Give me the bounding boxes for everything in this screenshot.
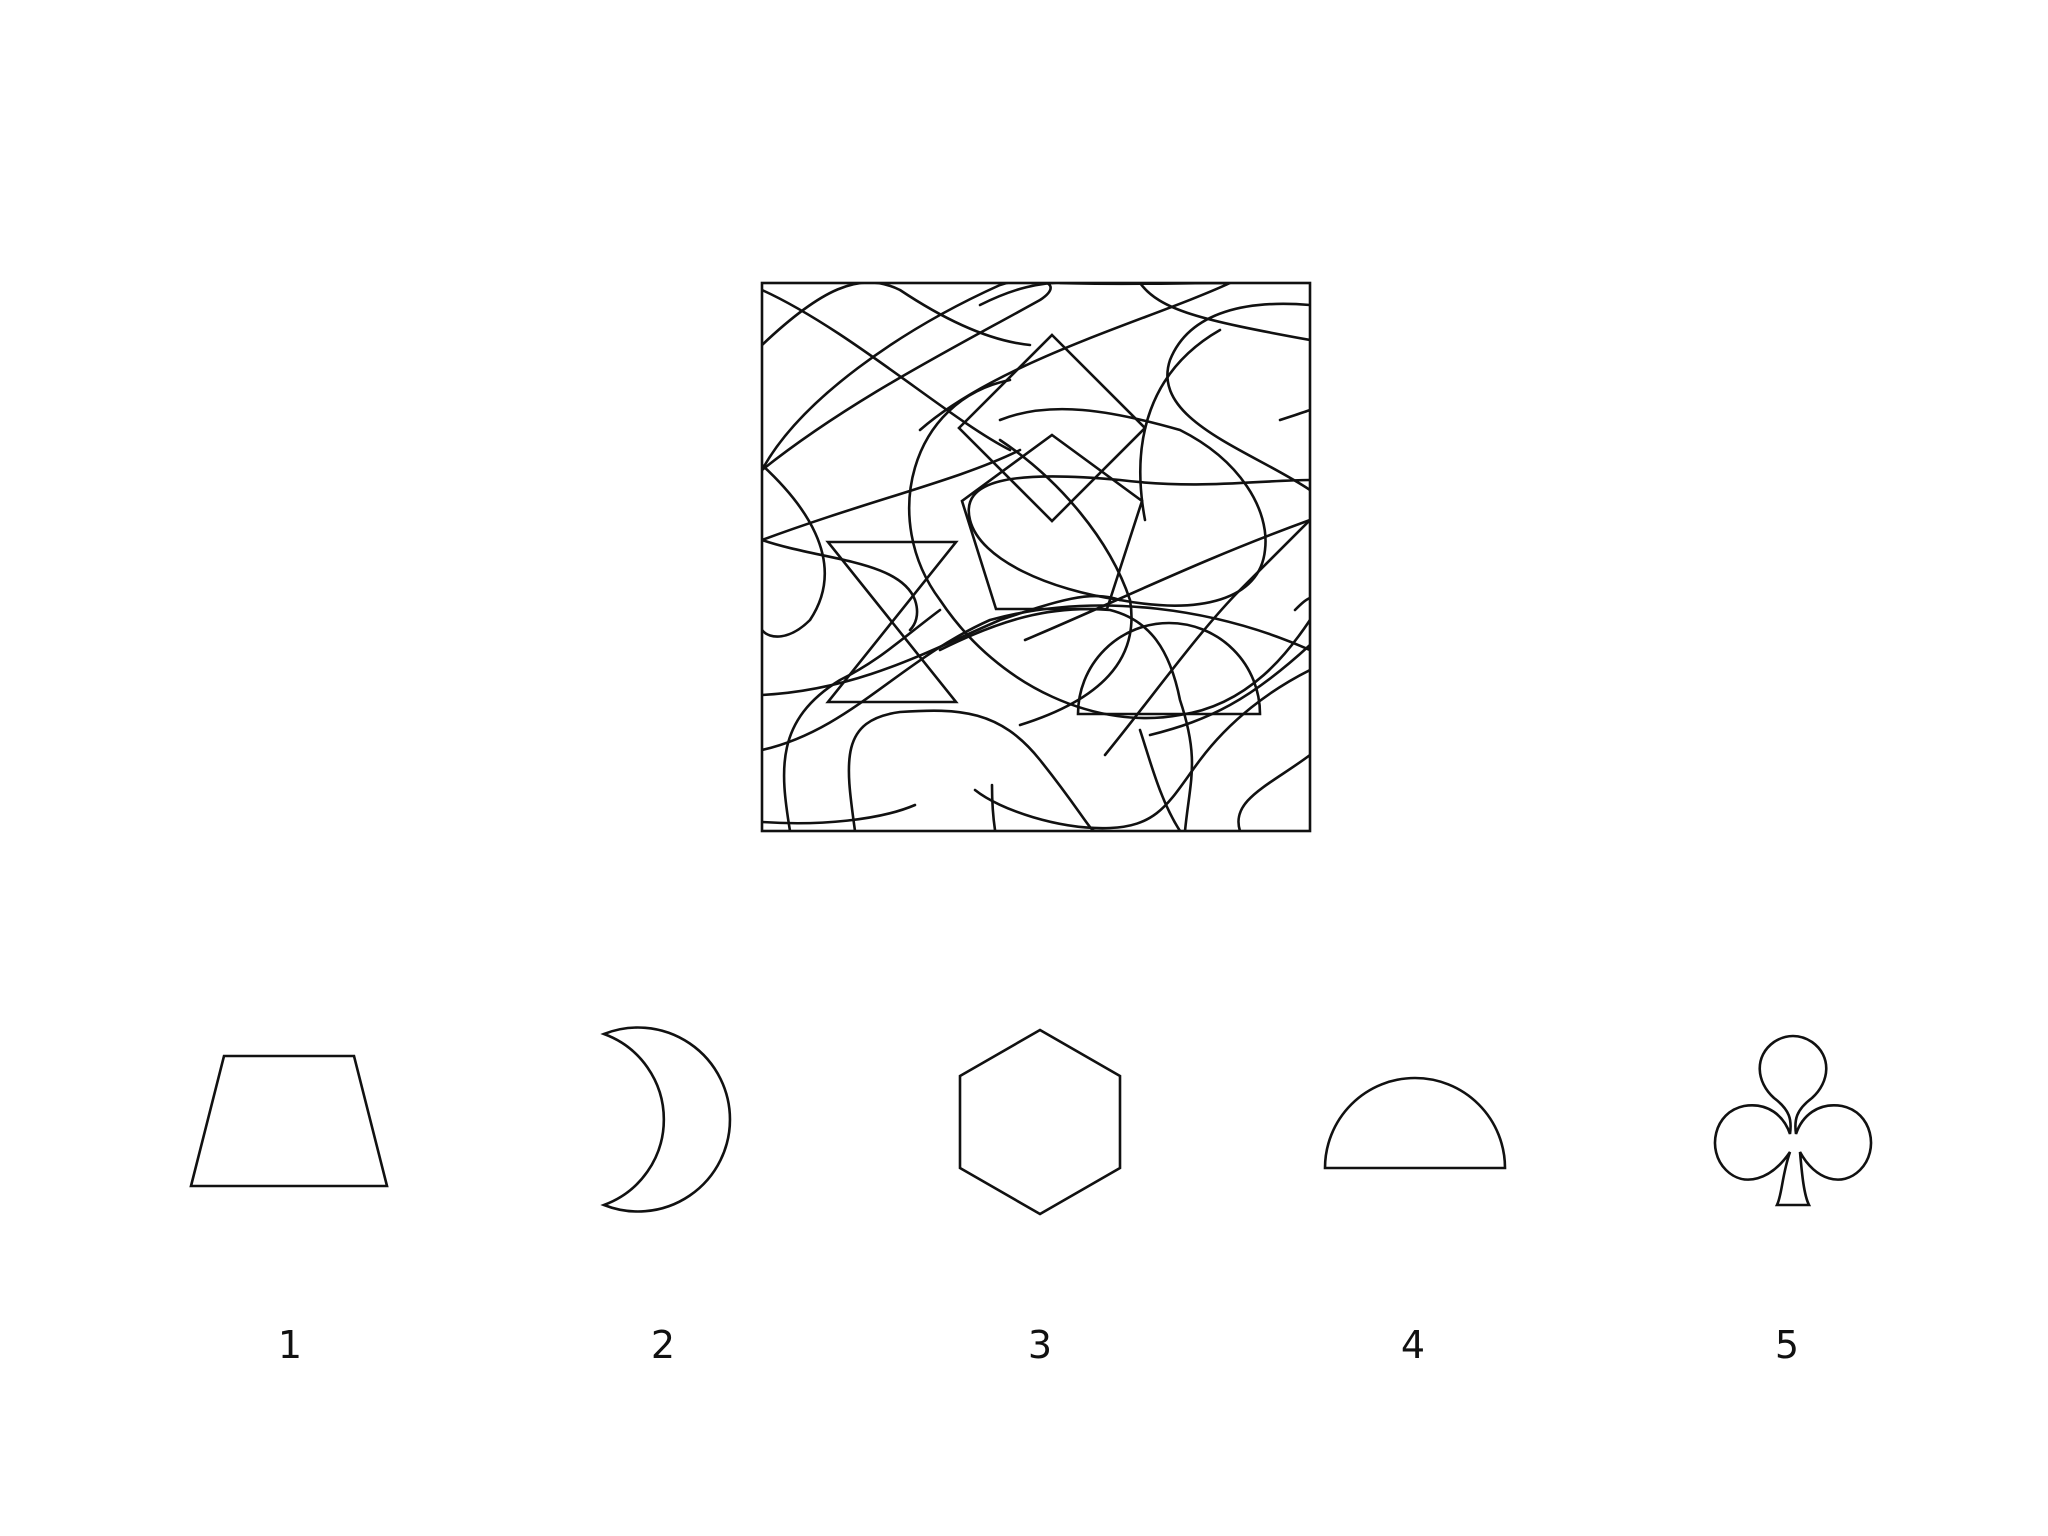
clutter-lines — [762, 283, 1310, 831]
semicircle-icon — [1323, 1076, 1507, 1170]
option-3[interactable]: 3 — [958, 1028, 1122, 1367]
option-4-label: 4 — [1401, 1323, 1425, 1367]
option-2[interactable]: 2 — [600, 1026, 732, 1368]
crescent-moon-icon — [600, 1026, 732, 1213]
clutter-frame — [760, 281, 1312, 833]
option-5[interactable]: 5 — [1713, 1034, 1873, 1367]
option-1[interactable]: 1 — [189, 1054, 389, 1367]
hexagon-icon — [958, 1028, 1122, 1216]
clutter-image — [760, 281, 1312, 833]
option-4[interactable]: 4 — [1323, 1076, 1507, 1367]
option-1-label: 1 — [278, 1323, 302, 1367]
option-3-label: 3 — [1028, 1323, 1052, 1367]
option-5-label: 5 — [1775, 1323, 1799, 1367]
trapezoid-icon — [189, 1054, 389, 1188]
option-2-label: 2 — [651, 1323, 675, 1367]
club-icon — [1713, 1034, 1873, 1207]
